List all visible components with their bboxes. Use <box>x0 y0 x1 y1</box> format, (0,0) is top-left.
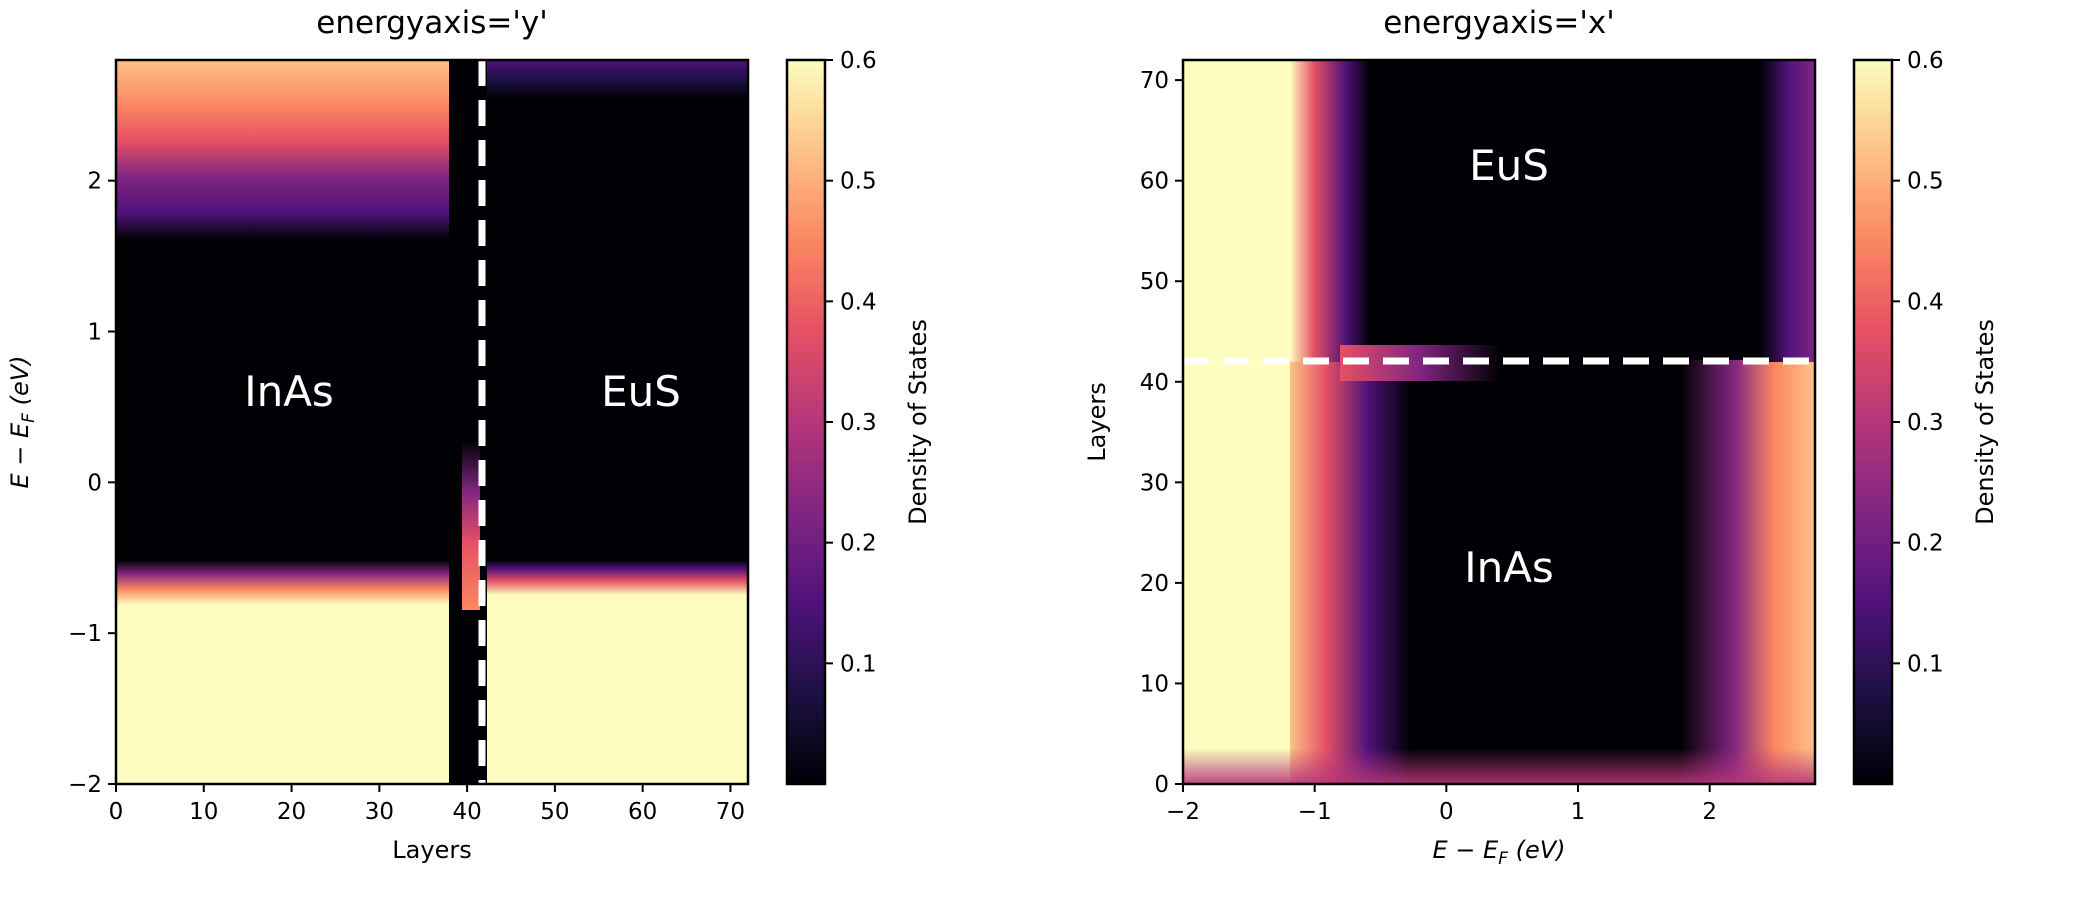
panel-b-x-tick-label: 1 <box>1571 799 1586 825</box>
panel-a-interface-states <box>462 440 480 610</box>
panel-b-y-tick-label: 10 <box>1140 671 1169 697</box>
panel-a-y-tick-label: −2 <box>68 772 102 798</box>
panel-b-title: energyaxis='x' <box>1383 5 1615 41</box>
panel-b-y-tick-label: 20 <box>1140 571 1169 597</box>
panel-energyaxis-x: energyaxis='x' EuS InAs −2 −1 0 1 2 0 10 20 30 4… <box>1083 5 1999 869</box>
panel-a-frame <box>114 58 750 786</box>
panel-b-x-tick-label: −1 <box>1298 799 1332 825</box>
panel-b-y-ticks: 0 10 20 30 40 50 60 70 <box>1140 68 1183 798</box>
panel-a-xlabel: Layers <box>392 836 471 864</box>
panel-a-colorbar-tick-label: 0.4 <box>840 289 877 315</box>
panel-b-ylabel: Layers <box>1083 382 1111 461</box>
panel-b-xlabel: E − EF (eV) <box>1432 836 1565 869</box>
panel-a-heatmap <box>116 60 748 784</box>
panel-a-eus-valence-edge <box>487 560 748 595</box>
panel-a-title: energyaxis='y' <box>316 5 548 41</box>
panel-a-ylabel: E − EF (eV) <box>6 355 39 488</box>
panel-a-colorbar-tick-label: 0.2 <box>840 531 877 557</box>
panel-a-y-tick-label: 2 <box>87 169 102 195</box>
panel-a-y-tick-label: 0 <box>87 470 102 496</box>
panel-a-label-eus: EuS <box>601 367 681 416</box>
panel-b-y-tick-label: 30 <box>1140 470 1169 496</box>
panel-b-y-tick-label: 50 <box>1140 269 1169 295</box>
panel-b-colorbar-tick-label: 0.4 <box>1907 289 1944 315</box>
panel-a-x-tick-label: 0 <box>109 799 124 825</box>
panel-b-colorbar-tick-label: 0.3 <box>1907 410 1944 436</box>
panel-a-x-tick-label: 60 <box>628 799 657 825</box>
panel-b-label-eus: EuS <box>1469 141 1549 190</box>
panel-a-colorbar-tick-label: 0.1 <box>840 651 877 677</box>
panel-b-eus-conduction-band <box>1760 60 1815 362</box>
panel-a-eus-valence-band <box>487 585 748 784</box>
panel-a-x-tick-label: 40 <box>452 799 481 825</box>
panel-a-colorbar-tick-label: 0.6 <box>840 48 877 74</box>
panel-b-colorbar-tick-label: 0.5 <box>1907 169 1944 195</box>
panel-b-y-tick-label: 70 <box>1140 68 1169 94</box>
panel-a-inas-valence-edge <box>116 560 449 605</box>
panel-b-x-tick-label: −2 <box>1166 799 1200 825</box>
panel-b-heatmap <box>1183 60 1815 784</box>
panel-energyaxis-y: energyaxis='y' InAs EuS 0 10 20 30 40 50 60 70 … <box>6 5 932 864</box>
panel-a-colorbar-ticks: 0.1 0.2 0.3 0.4 0.5 0.6 <box>825 48 877 677</box>
panel-a-label-inas: InAs <box>244 367 334 416</box>
panel-a-colorbar <box>785 58 827 786</box>
panel-a-x-tick-label: 30 <box>365 799 394 825</box>
panel-b-colorbar-tick-label: 0.6 <box>1907 48 1944 74</box>
panel-a-inas-valence-band <box>116 602 449 784</box>
panel-b-y-tick-label: 0 <box>1154 772 1169 798</box>
panel-b-colorbar-tick-label: 0.1 <box>1907 651 1944 677</box>
panel-a-y-tick-label: −1 <box>68 621 102 647</box>
panel-a-colorbar-label: Density of States <box>904 319 932 525</box>
panel-b-inas-valence-edge <box>1290 360 1410 784</box>
panel-b-colorbar-ticks: 0.1 0.2 0.3 0.4 0.5 0.6 <box>1892 48 1944 677</box>
panel-a-x-tick-label: 70 <box>716 799 745 825</box>
panel-b-x-ticks: −2 −1 0 1 2 <box>1166 784 1717 825</box>
panel-b-colorbar-tick-label: 0.2 <box>1907 531 1944 557</box>
panel-b-colorbar-label: Density of States <box>1971 319 1999 525</box>
panel-b-x-tick-label: 2 <box>1702 799 1717 825</box>
panel-a-x-tick-label: 10 <box>189 799 218 825</box>
panel-b-eus-valence-edge <box>1290 60 1370 362</box>
panel-a-y-tick-label: 1 <box>87 320 102 346</box>
panel-a-x-ticks: 0 10 20 30 40 50 60 70 <box>109 784 745 825</box>
panel-a-colorbar-tick-label: 0.3 <box>840 410 877 436</box>
panel-a-eus-conduction-band <box>487 60 748 100</box>
panel-b-colorbar <box>1852 58 1894 786</box>
panel-b-label-inas: InAs <box>1464 543 1554 592</box>
panel-b-inas-conduction-band <box>1680 360 1815 784</box>
panel-b-frame <box>1181 58 1817 786</box>
panel-b-y-tick-label: 60 <box>1140 169 1169 195</box>
panel-a-inas-conduction-band <box>116 60 449 240</box>
panel-a-y-ticks: −2 −1 0 1 2 <box>68 169 116 798</box>
panel-b-bottom-edge <box>1183 748 1815 784</box>
panel-b-x-tick-label: 0 <box>1439 799 1454 825</box>
panel-a-x-tick-label: 20 <box>277 799 306 825</box>
panel-a-colorbar-tick-label: 0.5 <box>840 169 877 195</box>
panel-b-y-tick-label: 40 <box>1140 370 1169 396</box>
panel-a-x-tick-label: 50 <box>540 799 569 825</box>
